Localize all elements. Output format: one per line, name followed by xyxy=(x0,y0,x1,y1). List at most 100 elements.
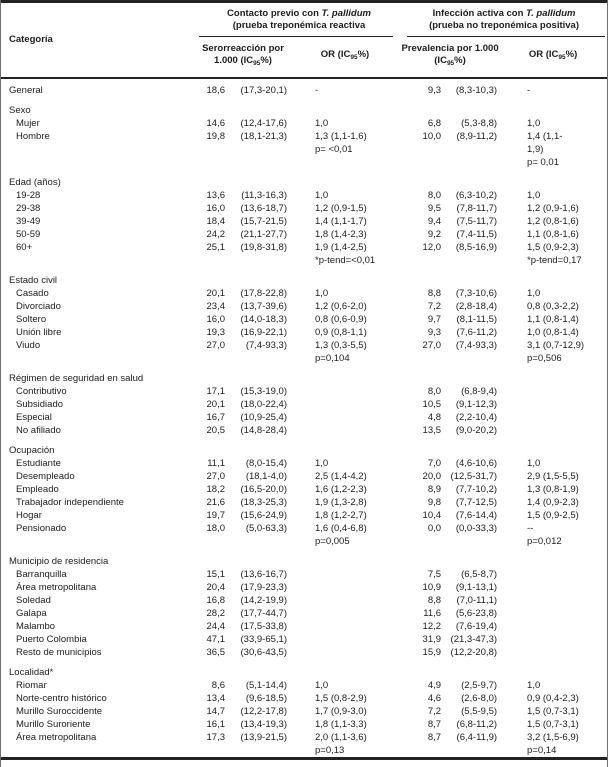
or-line: 3,2 (1,5-6,9) xyxy=(527,732,579,743)
or-line: 1,2 (0,6-2,0) xyxy=(315,301,367,312)
seroreaction-or-cell xyxy=(289,411,401,424)
prevalence-ci-cell: (9,1-12,3) xyxy=(455,399,498,410)
category-cell: Casado xyxy=(16,288,49,299)
seroreaction-value-cell: 18,2 xyxy=(206,484,226,495)
seroreaction-or-cell: 1,7 (0,9-3,0) xyxy=(289,705,401,718)
seroreaction-value-cell: 18,6 xyxy=(206,85,226,96)
prevalence-or-cell xyxy=(499,607,607,620)
seroreaction-value-cell: 20,4 xyxy=(206,582,226,593)
sero-ic-text-end: %) xyxy=(260,55,272,66)
table-row: Estudiante 11,1 (8,0-15,4) 1,0 7,0 (4,6-… xyxy=(1,457,607,470)
category-cell: Puerto Colombia xyxy=(16,634,87,645)
seroreaction-value-cell: 47,1 xyxy=(206,634,226,645)
seroreaction-value-cell: 16,7 xyxy=(206,412,226,423)
group1-species-name: T. pallidum xyxy=(321,8,371,19)
seroreaction-value-cell: 21,6 xyxy=(206,497,226,508)
category-cell: Área metropolitana xyxy=(16,582,97,593)
section-label: Localidad* xyxy=(9,667,54,678)
prevalence-value-cell: 7,2 xyxy=(427,706,442,717)
prevalence-ci-cell: (2,6-8,0) xyxy=(461,693,498,704)
section-row: Ocupación xyxy=(1,437,607,457)
prevalence-or-cell: 1,2 (0,8-1,6) xyxy=(499,215,607,228)
or-line: 1,3 (0,8-1,9) xyxy=(527,484,579,495)
category-cell: General xyxy=(9,85,43,96)
or-line: 1,0 xyxy=(315,458,329,469)
group2-underline xyxy=(407,36,606,37)
prevalence-ci-cell: (0,0-33,3) xyxy=(455,523,498,534)
or-line: 0,9 (0,8-1,1) xyxy=(315,327,367,338)
category-header-label: Categoría xyxy=(9,34,53,45)
category-cell: Pensionado xyxy=(16,523,67,534)
prevalence-value-cell: 8,8 xyxy=(427,288,442,299)
prevalence-or-cell: 1,1 (0,8-1,4) xyxy=(499,313,607,326)
prevalence-value-cell: 10,4 xyxy=(422,510,442,521)
or-line: 1,8 (1,4-2,3) xyxy=(315,229,367,240)
prevalence-header-line1: Prevalencia por 1.000 xyxy=(401,43,499,54)
category-cell: Hombre xyxy=(16,131,50,142)
group2-species-name: T. pallidum xyxy=(526,8,576,19)
seroreaction-value-cell: 27,0 xyxy=(206,340,226,351)
seroreaction-or-cell: - xyxy=(289,78,401,97)
seroreaction-or-cell xyxy=(289,620,401,633)
prevalence-value-cell: 8,0 xyxy=(427,386,442,397)
category-cell: Barranquilla xyxy=(16,569,67,580)
prevalence-or-cell: 1,5 (0,9-2,3) *p-tend=0,17 xyxy=(499,241,607,267)
seroreaction-ci-cell: (17,8-22,8) xyxy=(240,288,287,299)
prevalence-or-cell: 1,0 xyxy=(499,287,607,300)
prevalence-value-cell: 9,7 xyxy=(427,314,442,325)
seroreaction-value-cell: 23,4 xyxy=(206,301,226,312)
seroreaction-ci-cell: (12,4-17,6) xyxy=(240,118,287,129)
or-line: - xyxy=(315,85,319,96)
seroreaction-ci-cell: (16,9-22,1) xyxy=(240,327,287,338)
category-cell: Divorciado xyxy=(16,301,61,312)
or-line: p=0,506 xyxy=(527,353,562,364)
table-row: Área metropolitana 20,4 (17,9-23,3) 10,9… xyxy=(1,581,607,594)
seroreaction-value-cell: 17,3 xyxy=(206,732,226,743)
seroreaction-or-cell: 1,0 xyxy=(289,287,401,300)
category-cell: Subsidiado xyxy=(16,399,64,410)
prevalence-value-cell: 7,2 xyxy=(427,301,442,312)
prevalence-or-cell xyxy=(499,646,607,659)
seroreaction-ci-cell: (8,0-15,4) xyxy=(245,458,287,469)
category-cell: Área metropolitana xyxy=(16,732,97,743)
table-row: Área metropolitana 17,3 (13,9-21,5) 2,0 … xyxy=(1,731,607,759)
category-cell: Murillo Suroccidente xyxy=(16,706,103,717)
or-line: 1,1 (0,8-1,6) xyxy=(527,229,579,240)
or-line: 1,9 (1,3-2,8) xyxy=(315,497,367,508)
or-line: 1,4 (1,1-1,7) xyxy=(315,216,367,227)
section-label: Estado civil xyxy=(9,275,58,286)
group1-header: Contacto previo con T. pallidum (prueba … xyxy=(197,2,401,37)
group2-line1: Infección activa con T. pallidum xyxy=(403,8,605,20)
prevalence-value-cell: 7,0 xyxy=(427,458,442,469)
category-cell: Trabajador independiente xyxy=(16,497,124,508)
table-row: Empleado 18,2 (16,5-20,0) 1,6 (1,2-2,3) … xyxy=(1,483,607,496)
prevalence-ci-cell: (6,8-9,4) xyxy=(461,386,498,397)
prevalence-or-cell: 2,9 (1,5-5,5) xyxy=(499,470,607,483)
category-cell: 60+ xyxy=(16,242,33,253)
prevalence-ci-cell: (2,2-10,4) xyxy=(455,412,498,423)
seroreaction-ci-cell: (16,5-20,0) xyxy=(240,484,287,495)
prevalence-or-cell: 3,2 (1,5-6,9) p=0,14 xyxy=(499,731,607,759)
category-cell: Norte-centro histórico xyxy=(16,693,107,704)
prevalence-value-cell: 8,7 xyxy=(427,732,442,743)
category-cell: Estudiante xyxy=(16,458,61,469)
or-line: p=0,012 xyxy=(527,536,562,547)
or-line: 3,1 (0,7-12,9) xyxy=(527,340,585,351)
or1-column-header: OR (IC95%) xyxy=(289,37,402,79)
seroreaction-ci-cell: (11,3-16,3) xyxy=(241,190,287,201)
table-row: Mujer 14,6 (12,4-17,6) 1,0 6,8 (5,3-8,8)… xyxy=(1,117,607,130)
seroreaction-value-cell: 17,1 xyxy=(206,386,226,397)
prevalence-ci-cell: (7,4-11,5) xyxy=(456,229,498,240)
table-header: Categoría Contacto previo con T. pallidu… xyxy=(1,1,607,79)
seroreaction-or-cell xyxy=(289,633,401,646)
seroreaction-value-cell: 16,0 xyxy=(206,203,226,214)
prevalence-or-cell: 1,0 xyxy=(499,679,607,692)
seroreaction-ci-cell: (5,0-63,3) xyxy=(245,523,287,534)
prevalence-value-cell: 8,7 xyxy=(427,719,442,730)
prevalence-value-cell: 10,9 xyxy=(422,582,442,593)
or-line: 2,0 (1,1-3,6) xyxy=(315,732,367,743)
prevalence-value-cell: 9,8 xyxy=(427,497,442,508)
prevalence-value-cell: 0,0 xyxy=(427,523,442,534)
prevalence-or-cell xyxy=(499,581,607,594)
seroreaction-or-cell: 1,0 xyxy=(289,117,401,130)
